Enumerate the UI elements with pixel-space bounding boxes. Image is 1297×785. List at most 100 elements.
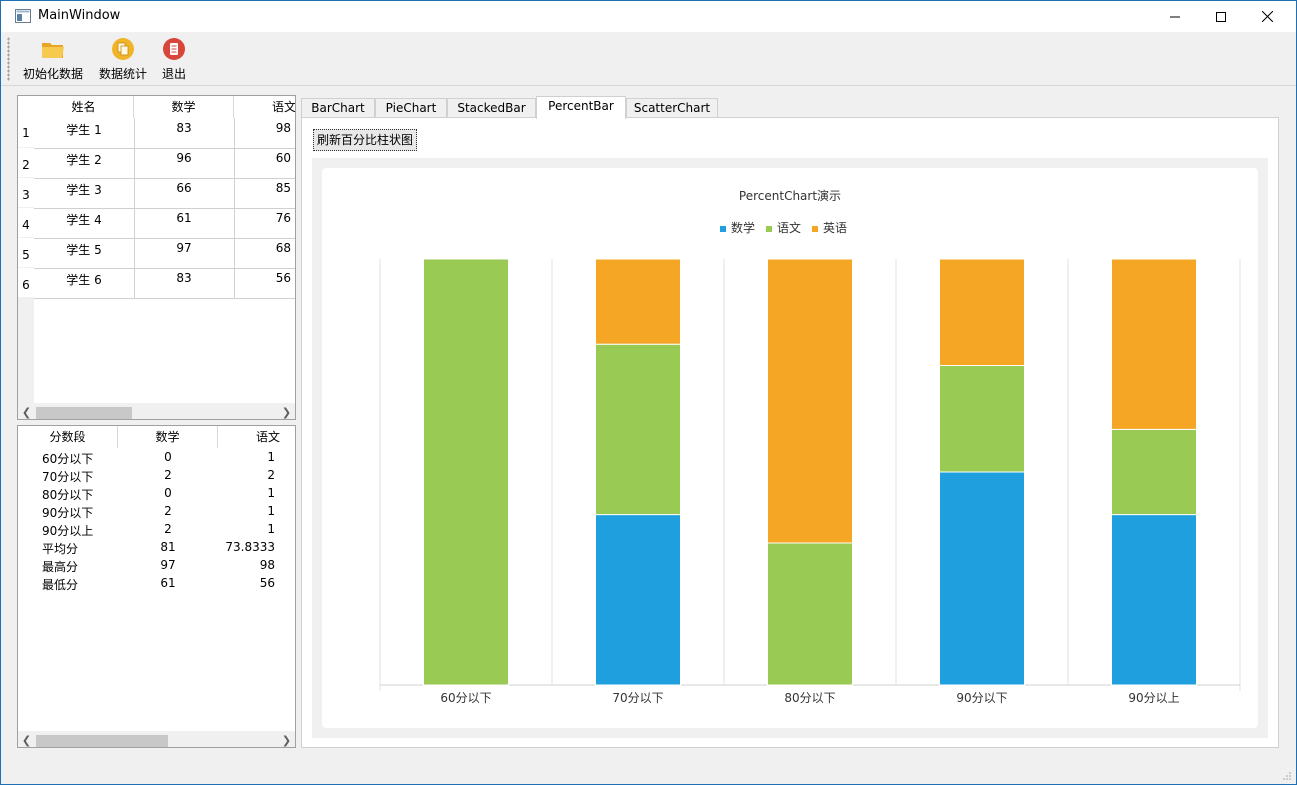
chart-title: PercentChart演示 — [739, 188, 841, 203]
row-header[interactable]: 5 — [18, 238, 34, 268]
bar-1-0 — [595, 514, 681, 686]
row-header[interactable]: 1 — [18, 118, 34, 148]
row-header[interactable]: 3 — [18, 178, 34, 208]
cell-chinese[interactable]: 60 — [275, 151, 291, 165]
column-header-chinese[interactable]: 语文 — [218, 426, 295, 448]
cell-chinese[interactable]: 56 — [259, 576, 275, 590]
cell-chinese[interactable]: 1 — [267, 486, 275, 500]
legend-marker-0 — [720, 226, 726, 232]
cell-math[interactable]: 83 — [176, 121, 192, 135]
cell-chinese[interactable]: 98 — [259, 558, 275, 572]
percentbar-pane: 刷新百分比柱状图 PercentChart演示 数学 语文 英语 60分以下 70分以下 8… — [301, 117, 1279, 748]
cell-chinese[interactable]: 1 — [267, 504, 275, 518]
cell-chinese[interactable]: 73.8333 — [225, 540, 275, 554]
cell-name[interactable]: 学生 5 — [66, 243, 102, 257]
data-stats-button[interactable]: 数据统计 — [99, 34, 147, 82]
cell-math[interactable]: 61 — [160, 576, 176, 590]
cell-range[interactable]: 平均分 — [42, 542, 79, 556]
bar-1-1 — [595, 343, 681, 516]
stats-table[interactable]: 分数段 数学 语文 60分以下 0 1 70分以下 2 2 80分以下 0 1 90分以下 2 1 90… — [17, 425, 296, 748]
cell-math[interactable]: 96 — [176, 151, 192, 165]
exit-button[interactable]: 退出 — [161, 34, 187, 82]
toolbar-grip[interactable] — [7, 37, 10, 81]
cell-math[interactable]: 83 — [176, 271, 192, 285]
row-header[interactable]: 2 — [18, 148, 34, 178]
refresh-percent-bar-button[interactable]: 刷新百分比柱状图 — [313, 129, 418, 151]
cell-range[interactable]: 90分以下 — [42, 506, 94, 520]
chart-view: PercentChart演示 数学 语文 英语 60分以下 70分以下 80分以下 90分以下… — [312, 158, 1268, 738]
cell-math[interactable]: 0 — [164, 450, 172, 464]
students-horizontal-scrollbar[interactable]: ❮ ❯ — [18, 403, 295, 419]
stats-icon — [112, 38, 134, 60]
cell-range[interactable]: 90分以上 — [42, 524, 94, 538]
cell-name[interactable]: 学生 6 — [66, 273, 102, 287]
cell-math[interactable]: 81 — [160, 540, 176, 554]
scroll-right-icon[interactable]: ❯ — [281, 734, 292, 747]
exit-label: 退出 — [161, 67, 186, 81]
scroll-thumb[interactable] — [36, 407, 132, 419]
stats-horizontal-scrollbar[interactable]: ❮ ❯ — [18, 731, 295, 747]
tab-scatterchart[interactable]: ScatterChart — [626, 98, 718, 118]
cell-name[interactable]: 学生 4 — [66, 213, 102, 227]
cell-chinese[interactable]: 85 — [275, 181, 291, 195]
chart-card: PercentChart演示 数学 语文 英语 60分以下 70分以下 80分以下 90分以下… — [322, 168, 1258, 728]
status-bar — [1, 764, 1296, 784]
init-data-label: 初始化数据 — [23, 67, 84, 81]
cell-math[interactable]: 97 — [176, 241, 192, 255]
students-table[interactable]: 姓名 数学 语文 1 学生 1 83 98 2 学生 2 96 60 3 学生 3 66 85 4 学生 … — [17, 95, 296, 420]
cell-name[interactable]: 学生 1 — [66, 123, 102, 137]
corner-cell[interactable] — [18, 96, 34, 118]
scroll-right-icon[interactable]: ❯ — [281, 406, 292, 419]
cell-range[interactable]: 60分以下 — [42, 452, 94, 466]
bar-2-2 — [767, 258, 853, 544]
tab-stackedbar[interactable]: StackedBar — [447, 98, 536, 118]
cell-chinese[interactable]: 68 — [275, 241, 291, 255]
column-header-chinese[interactable]: 语文 — [234, 96, 295, 118]
cell-math[interactable]: 97 — [160, 558, 176, 572]
cell-chinese[interactable]: 1 — [267, 522, 275, 536]
close-button[interactable] — [1244, 1, 1290, 32]
cell-math[interactable]: 0 — [164, 486, 172, 500]
column-header-math[interactable]: 数学 — [118, 426, 218, 448]
x-tick-label-4: 90分以上 — [1128, 691, 1179, 705]
scroll-left-icon[interactable]: ❮ — [21, 734, 32, 747]
row-header[interactable]: 6 — [18, 268, 34, 298]
cell-range[interactable]: 70分以下 — [42, 470, 94, 484]
init-data-button[interactable]: 初始化数据 — [23, 34, 83, 82]
cell-chinese[interactable]: 56 — [275, 271, 291, 285]
exit-icon — [163, 38, 185, 60]
scroll-thumb[interactable] — [36, 735, 168, 747]
tab-percentbar[interactable]: PercentBar — [536, 96, 626, 119]
cell-range[interactable]: 最高分 — [42, 560, 79, 574]
tab-piechart[interactable]: PieChart — [375, 98, 447, 118]
row-header[interactable]: 4 — [18, 208, 34, 238]
cell-math[interactable]: 66 — [176, 181, 192, 195]
cell-range[interactable]: 80分以下 — [42, 488, 94, 502]
bar-3-2 — [939, 258, 1025, 366]
cell-chinese[interactable]: 1 — [267, 450, 275, 464]
column-header-range[interactable]: 分数段 — [18, 426, 118, 448]
maximize-button[interactable] — [1198, 1, 1244, 32]
cell-range[interactable]: 最低分 — [42, 578, 79, 592]
cell-chinese[interactable]: 76 — [275, 211, 291, 225]
bar-4-2 — [1111, 258, 1197, 430]
close-icon — [1261, 11, 1273, 22]
x-tick-label-3: 90分以下 — [956, 691, 1007, 705]
cell-math[interactable]: 2 — [164, 522, 172, 536]
cell-math[interactable]: 61 — [176, 211, 192, 225]
tab-barchart[interactable]: BarChart — [301, 98, 375, 118]
cell-chinese[interactable]: 98 — [275, 121, 291, 135]
x-tick-label-2: 80分以下 — [784, 691, 835, 705]
cell-math[interactable]: 2 — [164, 468, 172, 482]
cell-name[interactable]: 学生 3 — [66, 183, 102, 197]
cell-math[interactable]: 2 — [164, 504, 172, 518]
resize-grip-icon[interactable] — [1282, 771, 1292, 781]
toolbar: 初始化数据 数据统计 退出 — [1, 32, 1296, 86]
cell-name[interactable]: 学生 2 — [66, 153, 102, 167]
column-header-math[interactable]: 数学 — [134, 96, 234, 118]
cell-chinese[interactable]: 2 — [267, 468, 275, 482]
minimize-button[interactable] — [1152, 1, 1198, 32]
column-header-name[interactable]: 姓名 — [34, 96, 134, 118]
scroll-left-icon[interactable]: ❮ — [21, 406, 32, 419]
